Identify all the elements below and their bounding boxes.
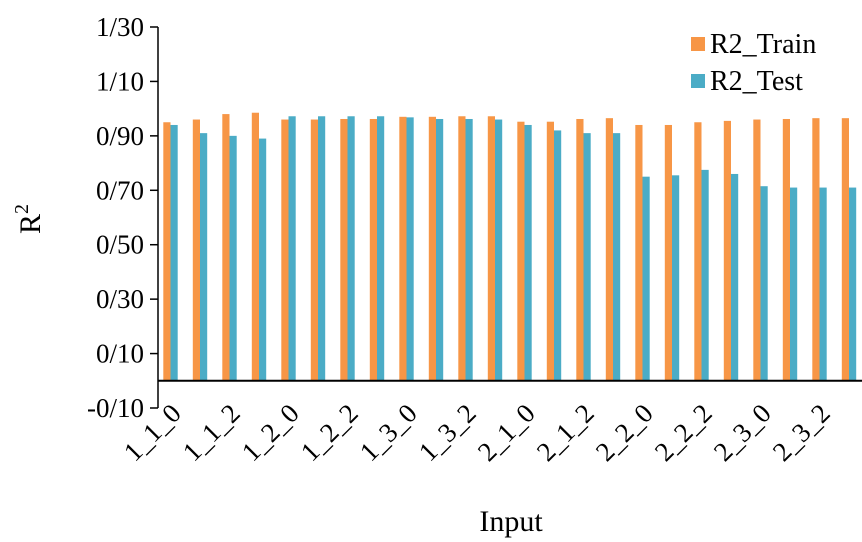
bar-train-2_1_0 bbox=[517, 121, 525, 381]
bar-train-2_3_2 bbox=[812, 118, 820, 381]
y-tick-label: 0/70 bbox=[96, 175, 144, 205]
bar-train-2_1_3 bbox=[605, 118, 613, 381]
x-tick-label: 1_2_0 bbox=[236, 398, 305, 467]
x-tick-label: 2_1_0 bbox=[472, 398, 541, 467]
bar-train-2_1_1 bbox=[546, 121, 554, 381]
bar-train-1_1_1 bbox=[192, 119, 200, 381]
y-axis-title: R2 bbox=[11, 204, 47, 234]
x-tick-label: 2_2_2 bbox=[649, 398, 718, 467]
bar-test-1_3_1 bbox=[436, 118, 444, 381]
x-axis: 1_1_01_1_21_2_01_2_21_3_01_3_22_1_02_1_2… bbox=[118, 379, 862, 467]
legend-label-test: R2_Test bbox=[710, 66, 803, 97]
bar-test-1_3_0 bbox=[406, 117, 414, 381]
bar-train-2_2_3 bbox=[723, 120, 731, 381]
bar-train-1_2_2 bbox=[340, 118, 348, 381]
x-axis-title: Input bbox=[479, 505, 543, 538]
bar-train-1_2_1 bbox=[310, 119, 318, 381]
bar-train-2_1_2 bbox=[576, 118, 584, 381]
bar-test-1_1_1 bbox=[200, 133, 208, 381]
bar-train-2_3_0 bbox=[753, 119, 761, 381]
bar-test-1_2_0 bbox=[288, 116, 296, 381]
legend-label-train: R2_Train bbox=[710, 29, 816, 60]
y-axis: -0/10 0/10 0/30 0/50 0/70 0/90 1/10 1/30 bbox=[87, 12, 159, 423]
x-tick-label: 1_1_2 bbox=[177, 398, 246, 467]
bar-test-2_3_3 bbox=[849, 187, 857, 381]
y-tick-label: -0/10 bbox=[87, 393, 144, 423]
bar-train-1_3_3 bbox=[487, 116, 495, 381]
bar-test-1_1_3 bbox=[259, 138, 267, 381]
y-tick-label: 0/30 bbox=[96, 284, 144, 314]
y-tick-label: 0/90 bbox=[96, 121, 144, 151]
bar-test-1_3_2 bbox=[465, 118, 473, 381]
y-tick-label: 0/50 bbox=[96, 230, 144, 260]
bar-train-2_3_3 bbox=[841, 118, 849, 381]
bar-train-2_2_2 bbox=[694, 122, 702, 381]
y-tick-label: 0/10 bbox=[96, 339, 144, 369]
bar-test-1_3_3 bbox=[495, 119, 503, 381]
bar-train-1_3_1 bbox=[428, 116, 436, 381]
bar-train-1_2_0 bbox=[281, 119, 289, 381]
bar-test-1_1_2 bbox=[229, 135, 237, 381]
x-tick-label: 2_1_2 bbox=[531, 398, 600, 467]
x-tick-label: 1_3_0 bbox=[354, 398, 423, 467]
x-tick-label: 1_2_2 bbox=[295, 398, 364, 467]
legend: R2_Train R2_Test bbox=[691, 29, 816, 97]
bar-train-2_2_0 bbox=[635, 124, 643, 381]
bar-test-1_2_2 bbox=[347, 116, 355, 381]
bar-train-1_3_0 bbox=[399, 116, 407, 381]
bar-test-1_1_0 bbox=[170, 124, 178, 381]
bar-train-1_2_3 bbox=[369, 118, 377, 381]
y-tick-label: 1/30 bbox=[96, 12, 144, 42]
bar-test-2_2_0 bbox=[642, 176, 650, 381]
legend-swatch-test bbox=[691, 74, 705, 88]
bar-test-2_2_3 bbox=[731, 173, 739, 381]
bar-train-1_1_0 bbox=[163, 122, 171, 381]
bar-train-2_3_1 bbox=[782, 118, 790, 381]
bar-test-2_3_0 bbox=[760, 186, 768, 381]
bar-train-2_2_1 bbox=[664, 124, 672, 381]
bar-test-2_3_1 bbox=[790, 187, 798, 381]
bar-test-2_1_1 bbox=[554, 130, 562, 381]
bar-test-2_1_0 bbox=[524, 124, 532, 381]
x-tick-label: 2_3_2 bbox=[767, 398, 836, 467]
bar-train-1_1_3 bbox=[251, 112, 259, 381]
bar-test-2_1_2 bbox=[583, 133, 591, 381]
bar-train-1_3_2 bbox=[458, 116, 466, 381]
bar-train-1_1_2 bbox=[222, 114, 230, 381]
y-tick-label: 1/10 bbox=[96, 66, 144, 96]
x-tick-label: 2_2_0 bbox=[590, 398, 659, 467]
bar-test-1_2_3 bbox=[377, 116, 385, 381]
x-tick-label: 1_3_2 bbox=[413, 398, 482, 467]
bar-test-2_3_2 bbox=[819, 187, 827, 381]
bar-test-1_2_1 bbox=[318, 116, 326, 381]
bar-test-2_2_2 bbox=[701, 169, 709, 381]
bars bbox=[163, 112, 857, 381]
bar-test-2_1_3 bbox=[613, 133, 621, 381]
legend-swatch-train bbox=[691, 37, 705, 51]
x-tick-label: 2_3_0 bbox=[708, 398, 777, 467]
bar-test-2_2_1 bbox=[672, 175, 680, 381]
